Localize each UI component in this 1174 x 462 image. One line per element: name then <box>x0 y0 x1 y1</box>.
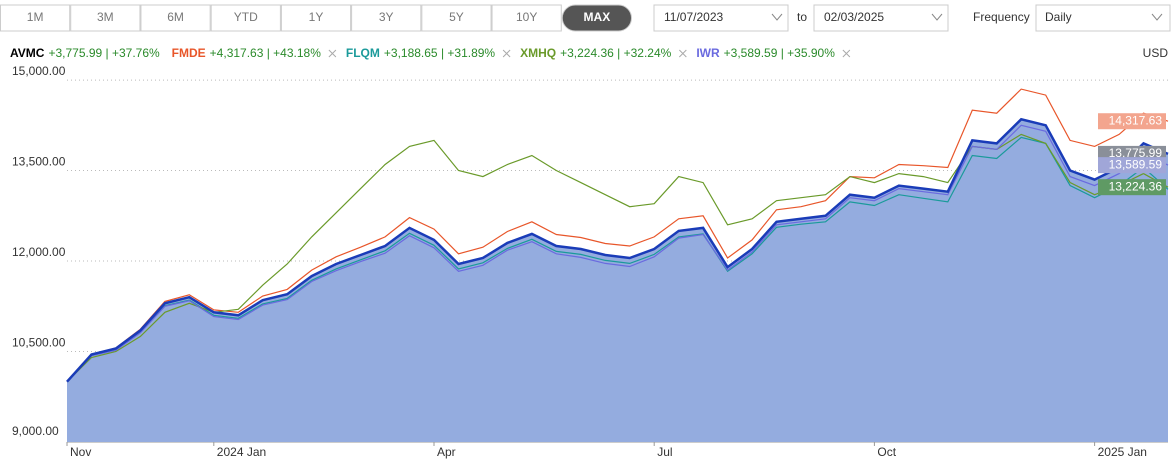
end-label: 13,589.59 <box>1109 157 1163 171</box>
legend-close[interactable] <box>328 49 337 58</box>
end-label-box <box>1098 113 1166 130</box>
range-button[interactable] <box>0 4 71 32</box>
range-label: 5Y <box>449 10 464 24</box>
end-label: 14,317.63 <box>1109 113 1163 127</box>
frequency-arrow <box>1151 13 1163 21</box>
legend-close[interactable] <box>502 49 511 58</box>
end-label: 13,775.99 <box>1109 146 1163 160</box>
x-tick-label: Jul <box>657 445 672 459</box>
legend-change: +3,224.36 | +32.24% <box>560 46 672 60</box>
range-label: 1Y <box>309 10 324 24</box>
legend-close[interactable] <box>678 49 687 58</box>
frequency-value: Daily <box>1045 10 1072 24</box>
area <box>67 119 1168 443</box>
y-tick-label: 13,500.00 <box>12 155 66 169</box>
y-tick-label: 10,500.00 <box>12 336 66 350</box>
range-label: 6M <box>167 10 184 24</box>
legend-change: +4,317.63 | +43.18% <box>210 46 322 60</box>
line <box>66 88 1169 383</box>
to-input[interactable] <box>813 4 949 32</box>
end-label-box <box>1098 179 1166 196</box>
range-button[interactable] <box>351 4 422 32</box>
from-arrow <box>771 13 783 21</box>
x-tick-label: 2024 Jan <box>217 445 266 459</box>
range-button[interactable] <box>210 4 281 32</box>
from-input[interactable] <box>653 4 789 32</box>
legend-name: XMHQ <box>520 46 556 60</box>
x-tick-label: Nov <box>70 445 91 459</box>
to-label: to <box>797 10 807 24</box>
range-button[interactable] <box>491 4 562 32</box>
range-label: 1M <box>27 10 44 24</box>
x-tick-label: 2025 Jan <box>1098 445 1147 459</box>
y-tick-label: 9,000.00 <box>12 424 59 438</box>
range-button[interactable] <box>421 4 492 32</box>
x-tick-label: Apr <box>437 445 456 459</box>
range-button[interactable] <box>561 4 632 32</box>
range-button[interactable] <box>140 4 211 32</box>
legend-name: FMDE <box>172 46 206 60</box>
range-button[interactable] <box>280 4 352 32</box>
range-label: 10Y <box>516 10 537 24</box>
y-tick-label: 12,000.00 <box>12 245 66 259</box>
end-label-box <box>1098 157 1166 174</box>
legend-change: +3,589.59 | +35.90% <box>724 46 836 60</box>
line <box>66 136 1169 383</box>
end-label: 13,224.36 <box>1109 179 1163 193</box>
range-label: MAX <box>584 10 611 24</box>
from-date: 11/07/2023 <box>664 10 723 24</box>
legend-close[interactable] <box>842 49 851 58</box>
range-label: YTD <box>234 10 258 24</box>
y-tick-label: 15,000.00 <box>12 64 66 78</box>
frequency-select[interactable] <box>1035 4 1171 32</box>
legend-name: AVMC <box>10 46 45 60</box>
legend-name: FLQM <box>346 46 380 60</box>
frequency-label: Frequency <box>973 10 1030 24</box>
range-label: 3Y <box>379 10 394 24</box>
legend-change: +3,188.65 | +31.89% <box>384 46 496 60</box>
range-button[interactable] <box>70 4 141 32</box>
legend-change: +3,775.99 | +37.76% <box>48 46 160 60</box>
legend-name: IWR <box>696 46 720 60</box>
to-arrow <box>931 13 943 21</box>
line <box>66 124 1169 383</box>
currency: USD <box>1143 46 1169 60</box>
line <box>66 117 1169 383</box>
x-tick-label: Oct <box>877 445 896 459</box>
range-label: 3M <box>97 10 114 24</box>
to-date: 02/03/2025 <box>824 10 884 24</box>
